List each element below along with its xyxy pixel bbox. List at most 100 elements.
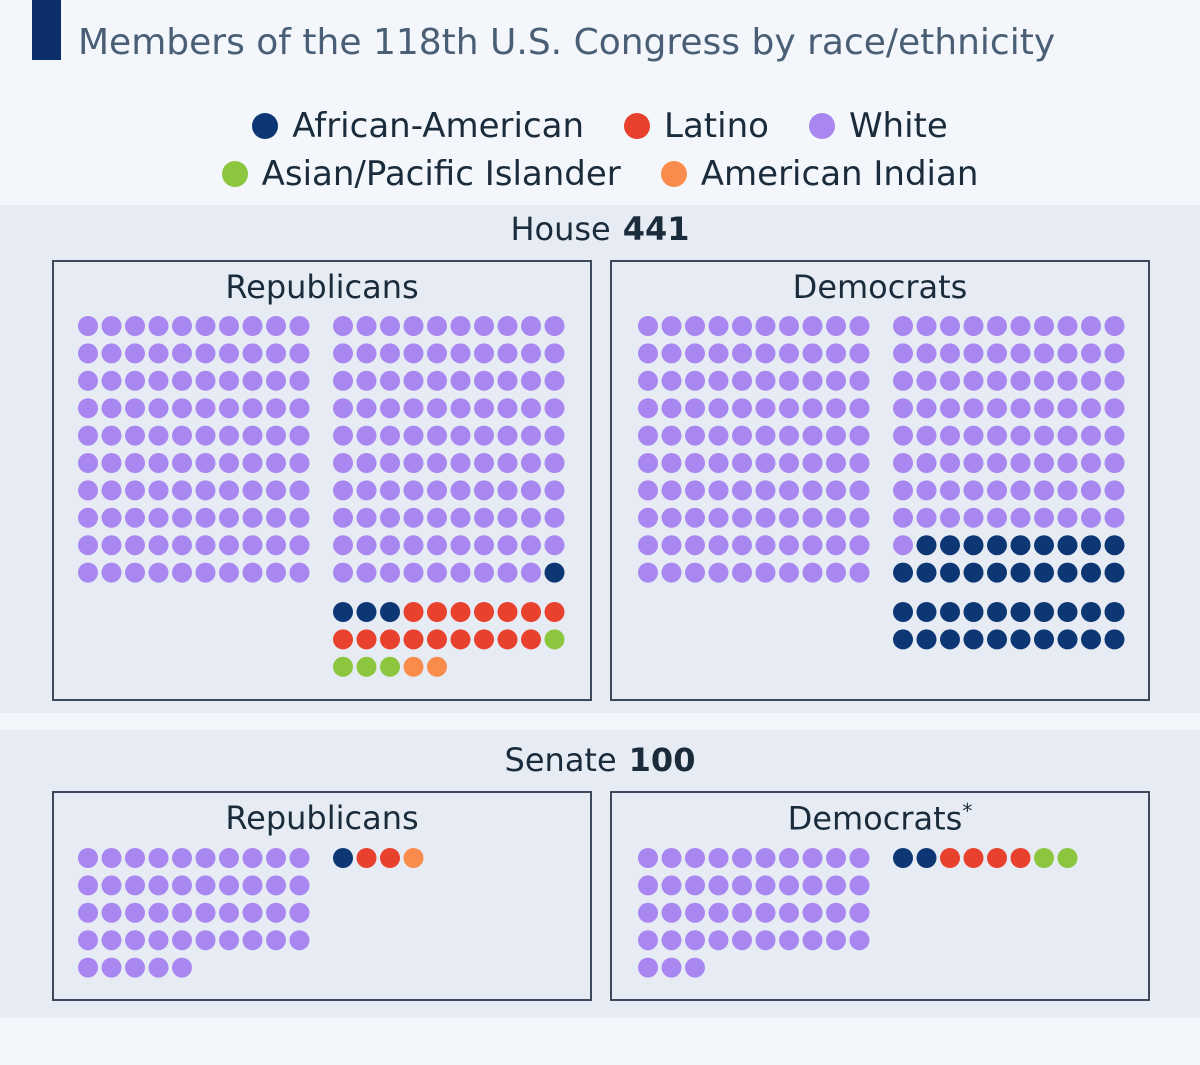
house-dem-dot-white: [732, 507, 752, 528]
house-dem-dot-african-american: [1104, 602, 1125, 622]
house-dem-dot-white: [685, 398, 705, 419]
house-rep-dot-african-american: [356, 602, 377, 622]
senate-rep-dot-white: [101, 875, 122, 896]
house-rep-dot-white: [101, 480, 122, 501]
house-dem-dot-white: [755, 370, 776, 391]
house-dem-dot-african-american: [1010, 562, 1031, 583]
house-dem-dot-white: [940, 507, 960, 528]
legend-item-white: White: [808, 106, 948, 146]
house-rep-dot-white: [242, 398, 263, 419]
house-rep-dot-white: [219, 343, 239, 364]
house-dem-dot-white: [1034, 453, 1054, 473]
house-rep-dot-white: [474, 507, 494, 528]
house-dem-dot-white: [940, 370, 960, 391]
house-dem-dot-african-american: [1081, 629, 1101, 650]
house-rep-dot-white: [333, 343, 353, 364]
house-dem-dot-african-american: [940, 602, 960, 622]
senate-dem-dot-white: [661, 902, 682, 923]
house-dem-dot-white: [661, 480, 682, 501]
senate-dem-dot-asian-pacific: [1034, 848, 1054, 868]
house-rep-dot-white: [266, 316, 286, 336]
house-dem-dot-white: [1010, 343, 1031, 364]
senate-rep-dot-white: [78, 875, 98, 896]
house-dem-dot-white: [1104, 453, 1125, 473]
house-dem-dot-white: [802, 343, 823, 364]
house-dem-dot-white: [661, 453, 682, 473]
house-dem-dot-african-american: [1010, 602, 1031, 622]
senate-rep-dot-white: [125, 957, 145, 978]
house-rep-dot-white: [380, 316, 400, 336]
senate-rep-dot-white: [266, 930, 286, 951]
house-dem-dot-white: [685, 507, 705, 528]
house-rep-dot-white: [356, 370, 377, 391]
senate-rep-dot-latino: [356, 848, 377, 868]
house-dem-dot-white: [638, 316, 658, 336]
house-dem-dot-white: [708, 425, 729, 446]
house-dem-dot-white: [1010, 480, 1031, 501]
senate-dem-dot-white: [661, 848, 682, 868]
house-dem-dot-white: [708, 507, 729, 528]
senate-rep-dot-white: [172, 957, 192, 978]
house-rep-dot-white: [172, 370, 192, 391]
house-dem-dot-white: [708, 453, 729, 473]
house-rep-dot-white: [427, 316, 447, 336]
legend-item-latino: Latino: [624, 106, 769, 146]
house-rep-dot-white: [195, 370, 216, 391]
senate-rep-dot-white: [289, 875, 310, 896]
house-dem-dot-white: [940, 425, 960, 446]
house-dem-dot-white: [638, 453, 658, 473]
house-dem-dot-white: [1104, 316, 1125, 336]
house-rep-dot-white: [521, 370, 541, 391]
house-dem-dot-white: [732, 398, 752, 419]
house-dem-dot-white: [1081, 343, 1101, 364]
house-dem-dot-white: [987, 316, 1007, 336]
house-dem-dot-white: [940, 398, 960, 419]
house-rep-dot-white: [289, 316, 310, 336]
house-dem-dot-white: [708, 562, 729, 583]
house-rep-dot-white: [148, 398, 169, 419]
house-dem-dot-african-american: [1057, 629, 1078, 650]
house-rep-dot-white: [403, 507, 424, 528]
senate-dem-dot-white: [661, 957, 682, 978]
house-dem-dot-white: [916, 398, 937, 419]
house-rep-dot-white: [148, 507, 169, 528]
house-dem-dot-white: [685, 370, 705, 391]
house-rep-dot-white: [333, 425, 353, 446]
house-dem-dot-african-american: [893, 629, 913, 650]
house-rep-dot-white: [356, 562, 377, 583]
house-dem-dot-african-american: [963, 629, 984, 650]
house-rep-dot-white: [195, 535, 216, 556]
house-rep-dot-white: [427, 535, 447, 556]
house-dem-dot-white: [732, 343, 752, 364]
house-rep-dot-white: [380, 535, 400, 556]
senate-dem-dot-white: [849, 848, 870, 868]
senate-dem-dot-latino: [940, 848, 960, 868]
house-dem-dot-white: [1081, 398, 1101, 419]
senate-dem-dot-white: [732, 848, 752, 868]
legend-item-american-indian: American Indian: [660, 154, 978, 194]
house-dem-dot-white: [661, 398, 682, 419]
senate-rep-dot-african-american: [333, 848, 353, 868]
house-rep-dot-white: [450, 370, 471, 391]
senate-rep-dot-white: [101, 957, 122, 978]
house-dem-dot-white: [708, 480, 729, 501]
senate-dem-dot-white: [661, 875, 682, 896]
house-dem-dot-white: [987, 480, 1007, 501]
house-rep-dot-white: [125, 398, 145, 419]
house-dem-dot-white: [893, 453, 913, 473]
house-dem-dot-african-american: [916, 562, 937, 583]
house-rep-dot-white: [544, 343, 565, 364]
house-rep-dot-white: [78, 370, 98, 391]
house-dem-dot-white: [1081, 316, 1101, 336]
house-democrats-panel: Democrats: [610, 260, 1150, 701]
house-rep-dot-white: [356, 480, 377, 501]
house-dem-dot-white: [849, 343, 870, 364]
house-dem-dot-white: [1010, 507, 1031, 528]
house-rep-dot-white: [450, 316, 471, 336]
house-dem-dot-african-american: [893, 562, 913, 583]
house-dem-dot-african-american: [1081, 602, 1101, 622]
house-rep-dot-white: [242, 535, 263, 556]
senate-dem-dot-white: [802, 875, 823, 896]
house-rep-dot-white: [78, 453, 98, 473]
house-dem-dot-white: [755, 535, 776, 556]
